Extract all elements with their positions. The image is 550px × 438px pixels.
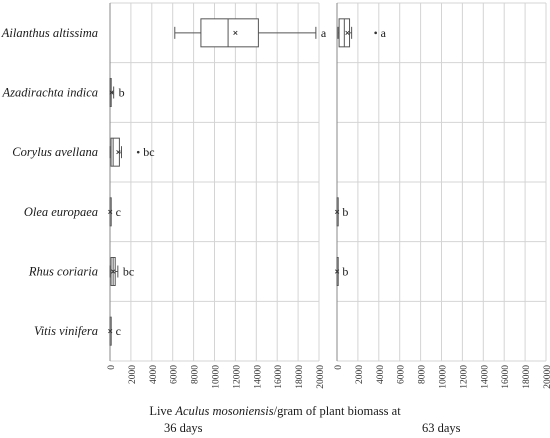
- x-tick-label: 0: [334, 365, 344, 370]
- outlier-point-ailanthus-altissima: [374, 31, 377, 35]
- x-tick-label: 4000: [376, 365, 386, 384]
- x-tick-label: 10000: [212, 365, 222, 389]
- mean-marker-olea-europaea: [334, 209, 340, 214]
- panel-title-63-days: 63 days: [422, 421, 461, 435]
- x-axis-label-suffix: /gram of plant biomass at: [273, 404, 401, 418]
- mean-marker-rhus-coriaria: [111, 269, 116, 274]
- x-tick-label: 16000: [274, 365, 284, 389]
- x-tick-label: 20000: [543, 365, 550, 389]
- group-letter-ailanthus-altissima: a: [381, 26, 387, 40]
- group-letter-olea-europaea: b: [342, 205, 348, 219]
- group-letter-corylus-avellana: bc: [143, 145, 154, 159]
- x-tick-label: 8000: [418, 365, 428, 384]
- x-tick-label: 18000: [522, 365, 532, 389]
- x-tick-label: 20000: [316, 365, 326, 389]
- group-letter-vitis-vinifera: c: [116, 324, 121, 338]
- x-tick-label: 6000: [170, 365, 180, 384]
- x-tick-label: 2000: [128, 365, 138, 384]
- x-tick-label: 2000: [355, 365, 365, 384]
- mean-marker-olea-europaea: [108, 209, 113, 214]
- panel-title-36-days: 36 days: [164, 421, 203, 435]
- x-tick-label: 6000: [397, 365, 407, 384]
- x-tick-label: 18000: [295, 365, 305, 389]
- box-ailanthus-altissima: [200, 18, 259, 48]
- category-label-corylus-avellana: Corylus avellana: [12, 145, 98, 159]
- category-label-olea-europaea: Olea europaea: [24, 205, 98, 219]
- x-axis-label-prefix: Live: [149, 404, 176, 418]
- mean-marker-rhus-coriaria: [334, 269, 340, 274]
- group-letter-olea-europaea: c: [116, 205, 121, 219]
- mean-marker-azadirachta-indica: [109, 90, 114, 95]
- group-letter-azadirachta-indica: b: [119, 86, 125, 100]
- x-tick-label: 8000: [191, 365, 201, 384]
- category-label-rhus-coriaria: Rhus coriaria: [28, 265, 98, 279]
- x-tick-label: 14000: [253, 365, 263, 389]
- mean-marker-vitis-vinifera: [108, 329, 113, 334]
- x-tick-label: 10000: [439, 365, 449, 389]
- x-tick-label: 12000: [232, 365, 242, 389]
- category-label-vitis-vinifera: Vitis vinifera: [34, 324, 98, 338]
- mean-marker-ailanthus-altissima: [233, 30, 238, 35]
- x-tick-label: 4000: [149, 365, 159, 384]
- outlier-point-corylus-avellana: [136, 150, 140, 154]
- x-tick-label: 0: [107, 365, 117, 370]
- mean-marker-ailanthus-altissima: [345, 30, 350, 35]
- x-axis-label-species: Aculus mosoniensis: [175, 404, 274, 418]
- group-letter-rhus-coriaria: bc: [123, 265, 134, 279]
- box-corylus-avellana: [110, 137, 120, 167]
- group-letter-rhus-coriaria: b: [342, 265, 348, 279]
- x-tick-label: 12000: [459, 365, 469, 389]
- category-label-ailanthus-altissima: Ailanthus altissima: [1, 26, 98, 40]
- x-tick-label: 16000: [501, 365, 511, 389]
- x-axis-label: Live Aculus mosoniensis/gram of plant bi…: [0, 404, 550, 419]
- category-label-azadirachta-indica: Azadirachta indica: [2, 86, 98, 100]
- x-tick-label: 14000: [480, 365, 490, 389]
- group-letter-ailanthus-altissima: a: [321, 26, 327, 40]
- mean-marker-corylus-avellana: [116, 150, 121, 155]
